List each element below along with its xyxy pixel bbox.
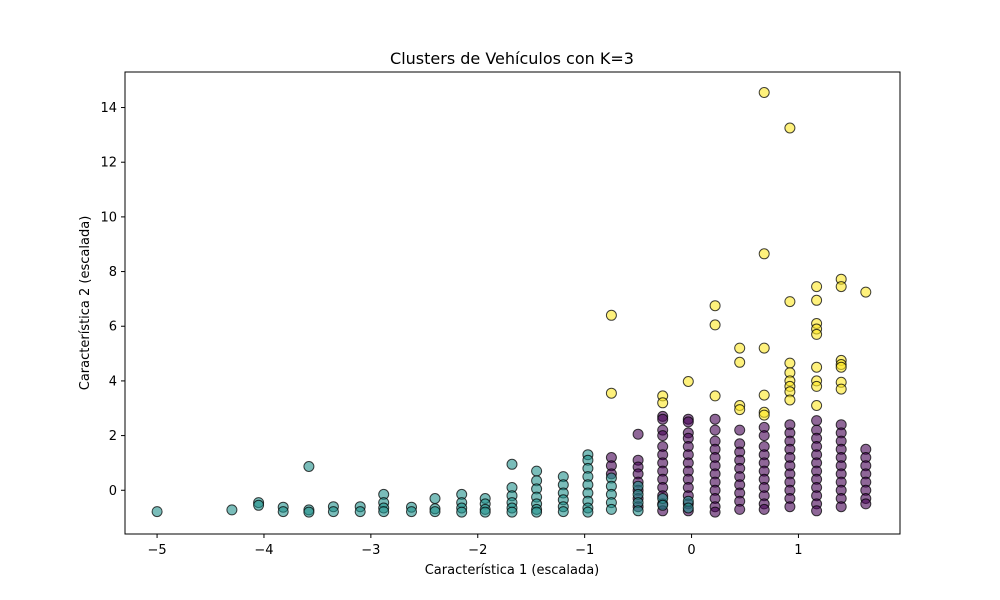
data-point-cluster-2 (784, 122, 796, 134)
y-tick-label: 6 (109, 320, 117, 335)
x-axis: −5 −4 −3 −2 −1 0 1 (147, 534, 803, 558)
data-point-cluster-0 (835, 501, 847, 513)
data-point-cluster-2 (758, 87, 770, 98)
data-point-cluster-2 (758, 248, 770, 260)
data-point-cluster-2 (811, 361, 823, 373)
data-point-cluster-1 (657, 499, 669, 511)
data-point-cluster-1 (506, 458, 518, 470)
data-point-cluster-0 (758, 430, 770, 442)
data-point-cluster-1 (303, 461, 315, 472)
x-tick-label: −3 (361, 543, 380, 558)
x-axis-label: Característica 1 (escalada) (425, 563, 600, 578)
data-point-cluster-1 (277, 506, 289, 518)
data-point-cluster-0 (709, 413, 721, 425)
data-point-cluster-0 (734, 503, 746, 515)
data-point-cluster-2 (784, 394, 796, 406)
data-point-cluster-0 (709, 506, 721, 518)
data-point-cluster-2 (605, 387, 617, 399)
data-point-cluster-2 (860, 286, 872, 298)
data-point-cluster-2 (835, 281, 847, 293)
data-point-cluster-1 (429, 493, 441, 504)
data-point-cluster-2 (734, 356, 746, 368)
data-point-cluster-0 (784, 501, 796, 513)
data-point-cluster-2 (811, 328, 823, 340)
data-point-cluster-2 (734, 342, 746, 354)
data-point-cluster-1 (253, 499, 265, 511)
data-point-cluster-1 (226, 504, 238, 516)
x-tick-label: −1 (575, 543, 594, 558)
data-point-cluster-2 (758, 409, 770, 421)
data-point-cluster-1 (429, 506, 441, 518)
data-point-cluster-1 (303, 506, 315, 518)
data-point-cluster-0 (811, 505, 823, 517)
data-point-cluster-0 (734, 424, 746, 436)
data-point-cluster-2 (835, 361, 847, 373)
y-tick-label: 0 (109, 484, 117, 499)
y-tick-label: 10 (100, 210, 117, 225)
data-point-cluster-2 (709, 319, 721, 331)
data-point-cluster-0 (860, 498, 872, 510)
x-tick-label: 0 (687, 543, 695, 558)
data-point-cluster-2 (784, 296, 796, 308)
data-point-cluster-2 (709, 300, 721, 312)
data-point-cluster-2 (811, 380, 823, 392)
data-point-cluster-2 (758, 342, 770, 354)
data-point-cluster-1 (406, 506, 417, 518)
data-point-cluster-2 (657, 397, 669, 409)
data-point-cluster-2 (734, 404, 746, 416)
data-point-cluster-2 (835, 383, 847, 395)
data-point-cluster-2 (758, 389, 770, 401)
plot-area-frame (124, 71, 901, 535)
points-layer (151, 87, 872, 518)
data-point-cluster-2 (682, 376, 694, 387)
y-tick-label: 2 (109, 429, 117, 444)
data-point-cluster-2 (709, 390, 721, 402)
data-point-cluster-0 (657, 413, 669, 425)
data-point-cluster-2 (811, 281, 823, 293)
y-tick-label: 8 (109, 265, 117, 280)
data-point-cluster-1 (605, 503, 617, 515)
data-point-cluster-1 (531, 506, 543, 518)
y-tick-label: 14 (100, 101, 117, 116)
y-axis: 0 2 4 6 8 10 12 14 (100, 101, 125, 499)
data-point-cluster-1 (506, 506, 518, 518)
data-point-cluster-0 (709, 424, 721, 436)
data-point-cluster-0 (811, 415, 823, 427)
data-point-cluster-1 (327, 506, 339, 518)
data-point-cluster-2 (784, 357, 796, 369)
x-tick-label: 1 (794, 543, 802, 558)
data-point-cluster-1 (557, 506, 569, 518)
data-point-cluster-1 (378, 506, 390, 518)
data-point-cluster-1 (479, 506, 491, 518)
data-point-cluster-1 (354, 506, 366, 518)
data-point-cluster-1 (682, 502, 694, 514)
chart-title: Clusters de Vehículos con K=3 (390, 49, 634, 68)
data-point-cluster-1 (582, 506, 594, 518)
data-point-cluster-1 (632, 505, 644, 517)
data-point-cluster-0 (758, 503, 770, 515)
x-tick-label: −2 (468, 543, 487, 558)
y-tick-label: 4 (109, 374, 117, 389)
data-point-cluster-1 (531, 465, 543, 477)
data-point-cluster-1 (456, 506, 468, 518)
x-tick-label: −4 (254, 543, 273, 558)
data-point-cluster-0 (657, 430, 669, 442)
y-tick-label: 12 (100, 156, 117, 171)
data-point-cluster-0 (632, 428, 644, 440)
y-axis-label: Característica 2 (escalada) (78, 216, 93, 391)
data-point-cluster-1 (151, 506, 163, 518)
data-point-cluster-2 (605, 309, 617, 321)
x-tick-label: −5 (147, 543, 166, 558)
data-point-cluster-2 (811, 400, 823, 411)
data-point-cluster-0 (682, 416, 694, 428)
data-point-cluster-2 (811, 294, 823, 306)
